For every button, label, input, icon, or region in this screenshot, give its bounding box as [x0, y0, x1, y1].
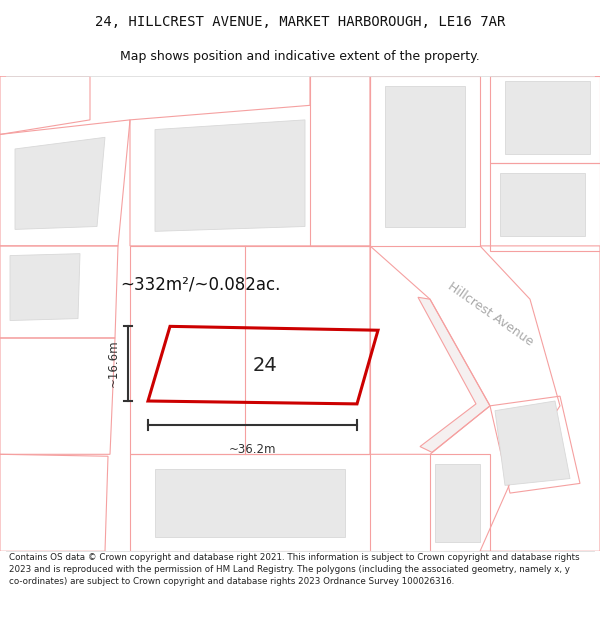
Polygon shape — [495, 401, 570, 486]
Text: 24: 24 — [253, 356, 277, 374]
Polygon shape — [10, 254, 80, 321]
Polygon shape — [155, 469, 345, 537]
Polygon shape — [15, 138, 105, 229]
Polygon shape — [155, 120, 305, 231]
Text: ~36.2m: ~36.2m — [229, 442, 276, 456]
Text: Contains OS data © Crown copyright and database right 2021. This information is : Contains OS data © Crown copyright and d… — [9, 553, 580, 586]
Text: Hillcrest Avenue: Hillcrest Avenue — [445, 279, 535, 348]
Text: 24, HILLCREST AVENUE, MARKET HARBOROUGH, LE16 7AR: 24, HILLCREST AVENUE, MARKET HARBOROUGH,… — [95, 16, 505, 29]
Text: ~16.6m: ~16.6m — [107, 340, 120, 388]
Polygon shape — [435, 464, 480, 541]
Text: ~332m²/~0.082ac.: ~332m²/~0.082ac. — [120, 276, 280, 294]
Polygon shape — [500, 173, 585, 236]
Text: Map shows position and indicative extent of the property.: Map shows position and indicative extent… — [120, 50, 480, 62]
Polygon shape — [385, 86, 465, 226]
Polygon shape — [418, 298, 490, 452]
Polygon shape — [505, 81, 590, 154]
